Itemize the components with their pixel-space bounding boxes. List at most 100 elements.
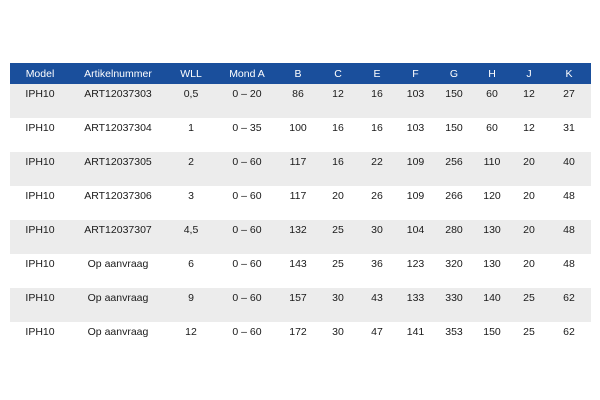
cell-c: 30 bbox=[332, 292, 344, 304]
cell-mond-a: 0 – 35 bbox=[232, 122, 262, 134]
column-header-model: Model bbox=[25, 67, 55, 80]
cell-b: 143 bbox=[289, 258, 307, 270]
cell-c: 20 bbox=[332, 190, 344, 202]
cell-model: IPH10 bbox=[25, 88, 55, 100]
cell-j: 20 bbox=[523, 258, 535, 270]
cell-mond-a: 0 – 60 bbox=[232, 326, 262, 338]
table-row: IPH10 Op aanvraag 12 0 – 60 172 30 47 141 353 150… bbox=[10, 322, 591, 356]
column-header-f: F bbox=[412, 67, 419, 80]
cell-f: 109 bbox=[406, 190, 425, 202]
cell-b: 86 bbox=[292, 88, 304, 100]
cell-f: 103 bbox=[406, 122, 425, 134]
column-header-h: H bbox=[488, 67, 496, 80]
cell-g: 353 bbox=[445, 326, 463, 338]
cell-h: 130 bbox=[483, 224, 501, 236]
table-row: IPH10 ART12037307 4,5 0 – 60 132 25 30 104 280 13… bbox=[10, 220, 591, 254]
cell-f: 141 bbox=[406, 326, 425, 338]
cell-k: 62 bbox=[563, 326, 575, 338]
cell-h: 120 bbox=[483, 190, 501, 202]
cell-e: 16 bbox=[371, 88, 383, 100]
cell-artikelnummer: Op aanvraag bbox=[87, 258, 149, 270]
cell-j: 25 bbox=[523, 326, 535, 338]
table-header-row: Model Artikelnummer WLL Mond A B C E F G… bbox=[10, 63, 591, 84]
cell-model: IPH10 bbox=[25, 292, 55, 304]
cell-k: 62 bbox=[563, 292, 575, 304]
cell-g: 256 bbox=[445, 156, 463, 168]
cell-b: 157 bbox=[289, 292, 307, 304]
cell-b: 132 bbox=[289, 224, 307, 236]
column-header-g: G bbox=[449, 67, 459, 80]
table-row: IPH10 ART12037304 1 0 – 35 100 16 16 103 150 60 12… bbox=[10, 118, 591, 152]
cell-wll: 4,5 bbox=[183, 224, 199, 236]
cell-model: IPH10 bbox=[25, 190, 55, 202]
column-header-j: J bbox=[526, 67, 532, 80]
cell-b: 117 bbox=[289, 190, 307, 202]
cell-mond-a: 0 – 60 bbox=[232, 190, 262, 202]
cell-b: 172 bbox=[289, 326, 307, 338]
cell-g: 320 bbox=[445, 258, 463, 270]
cell-f: 109 bbox=[406, 156, 425, 168]
cell-c: 12 bbox=[332, 88, 344, 100]
table-row: IPH10 Op aanvraag 6 0 – 60 143 25 36 123 320 130 2… bbox=[10, 254, 591, 288]
table-body: IPH10 ART12037303 0,5 0 – 20 86 12 16 103 150 60 1… bbox=[10, 84, 591, 356]
cell-e: 26 bbox=[371, 190, 383, 202]
cell-mond-a: 0 – 60 bbox=[232, 258, 262, 270]
cell-h: 150 bbox=[483, 326, 501, 338]
cell-artikelnummer: ART12037306 bbox=[84, 190, 152, 202]
cell-c: 30 bbox=[332, 326, 344, 338]
table-row: IPH10 ART12037303 0,5 0 – 20 86 12 16 103 150 60 1… bbox=[10, 84, 591, 118]
cell-mond-a: 0 – 60 bbox=[232, 292, 262, 304]
cell-j: 12 bbox=[523, 88, 535, 100]
cell-h: 140 bbox=[483, 292, 501, 304]
column-header-b: B bbox=[294, 67, 302, 80]
cell-c: 16 bbox=[332, 122, 344, 134]
cell-c: 25 bbox=[332, 224, 344, 236]
cell-wll: 12 bbox=[185, 326, 197, 338]
cell-artikelnummer: ART12037307 bbox=[84, 224, 152, 236]
cell-mond-a: 0 – 60 bbox=[232, 224, 262, 236]
cell-wll: 0,5 bbox=[183, 88, 199, 100]
cell-g: 330 bbox=[445, 292, 463, 304]
cell-k: 27 bbox=[563, 88, 575, 100]
cell-artikelnummer: ART12037305 bbox=[84, 156, 152, 168]
column-header-wll: WLL bbox=[180, 67, 202, 80]
cell-g: 266 bbox=[445, 190, 463, 202]
column-header-c: C bbox=[334, 67, 342, 80]
cell-mond-a: 0 – 20 bbox=[232, 88, 262, 100]
column-header-e: E bbox=[373, 67, 381, 80]
cell-wll: 6 bbox=[188, 258, 194, 270]
cell-g: 280 bbox=[445, 224, 463, 236]
cell-k: 48 bbox=[563, 258, 575, 270]
cell-artikelnummer: Op aanvraag bbox=[87, 326, 149, 338]
cell-e: 36 bbox=[371, 258, 383, 270]
cell-b: 117 bbox=[289, 156, 307, 168]
specification-table: Model Artikelnummer WLL Mond A B C E F G… bbox=[10, 63, 591, 356]
cell-h: 130 bbox=[483, 258, 501, 270]
cell-g: 150 bbox=[445, 88, 463, 100]
cell-model: IPH10 bbox=[25, 224, 55, 236]
table-row: IPH10 Op aanvraag 9 0 – 60 157 30 43 133 330 140 2… bbox=[10, 288, 591, 322]
column-header-k: K bbox=[565, 67, 573, 80]
cell-artikelnummer: ART12037304 bbox=[84, 122, 152, 134]
cell-f: 103 bbox=[406, 88, 425, 100]
cell-j: 20 bbox=[523, 224, 535, 236]
cell-b: 100 bbox=[289, 122, 307, 134]
cell-h: 110 bbox=[483, 156, 501, 168]
table-row: IPH10 ART12037305 2 0 – 60 117 16 22 109 256 110 2… bbox=[10, 152, 591, 186]
column-header-artikelnummer: Artikelnummer bbox=[84, 67, 152, 80]
cell-artikelnummer: ART12037303 bbox=[84, 88, 152, 100]
cell-model: IPH10 bbox=[25, 326, 55, 338]
cell-j: 20 bbox=[523, 190, 535, 202]
cell-k: 48 bbox=[563, 190, 575, 202]
cell-model: IPH10 bbox=[25, 156, 55, 168]
cell-e: 30 bbox=[371, 224, 383, 236]
cell-k: 40 bbox=[563, 156, 575, 168]
cell-wll: 2 bbox=[188, 156, 194, 168]
cell-j: 20 bbox=[523, 156, 535, 168]
cell-c: 25 bbox=[332, 258, 344, 270]
column-header-mond-a: Mond A bbox=[229, 67, 265, 80]
cell-f: 133 bbox=[406, 292, 425, 304]
cell-wll: 1 bbox=[188, 122, 194, 134]
cell-k: 48 bbox=[563, 224, 575, 236]
